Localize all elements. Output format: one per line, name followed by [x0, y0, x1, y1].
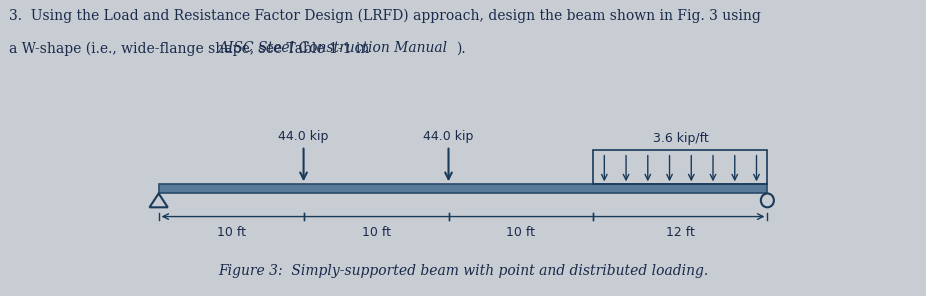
Text: 3.6 kip/ft: 3.6 kip/ft [653, 132, 708, 145]
Text: 10 ft: 10 ft [507, 226, 535, 239]
Text: 12 ft: 12 ft [666, 226, 694, 239]
Bar [594, 150, 768, 184]
Text: 10 ft: 10 ft [361, 226, 391, 239]
Text: 44.0 kip: 44.0 kip [279, 130, 329, 143]
Text: AISC Steel Construction Manual: AISC Steel Construction Manual [218, 41, 446, 55]
Text: 3.  Using the Load and Resistance Factor Design (LRFD) approach, design the beam: 3. Using the Load and Resistance Factor … [9, 9, 761, 23]
Text: Figure 3:  Simply-supported beam with point and distributed loading.: Figure 3: Simply-supported beam with poi… [218, 264, 708, 278]
Text: 10 ft: 10 ft [217, 226, 245, 239]
Bar [158, 184, 768, 194]
Text: ).: ). [457, 41, 466, 55]
Text: a W-shape (i.e., wide-flange shape, see Table 1-1 in: a W-shape (i.e., wide-flange shape, see … [9, 41, 374, 56]
Text: 44.0 kip: 44.0 kip [423, 130, 474, 143]
